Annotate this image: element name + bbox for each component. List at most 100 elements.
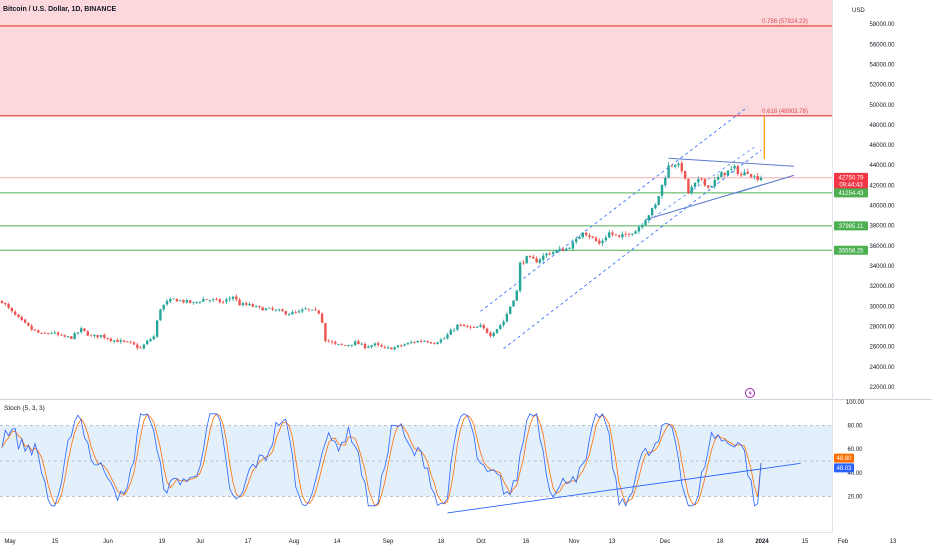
currency-label[interactable]: USD	[852, 8, 865, 14]
time-tick-label: 18	[717, 539, 724, 545]
candle-body	[340, 344, 344, 345]
candle-body	[650, 208, 654, 216]
candle-body	[492, 332, 495, 337]
time-tick-label: 18	[438, 539, 445, 545]
price-tag-label: 41254.43	[838, 191, 864, 197]
candle-body	[83, 328, 86, 331]
candle-body	[106, 338, 109, 339]
candle-body	[96, 334, 99, 338]
candle-body	[588, 235, 591, 237]
price-tick-label: 58000.00	[869, 22, 895, 28]
time-tick-label: 13	[890, 539, 897, 545]
stoch-tag-label: 48.03	[836, 466, 852, 472]
candle-body	[485, 328, 489, 333]
candle-body	[7, 304, 10, 308]
price-axis: 58000.00 56000.00 54000.00 52000.00 50000.00…	[869, 22, 895, 391]
candle-body	[502, 321, 505, 326]
price-tick-label: 36000.00	[869, 244, 895, 250]
candle-body	[611, 232, 614, 235]
candle-body	[281, 309, 284, 312]
stoch-axis: 100.00 80.00 60.00 40.00 20.00	[846, 400, 865, 500]
candle-body	[568, 248, 571, 249]
candle-body	[330, 341, 334, 343]
price-tag-label: 35558.25	[838, 248, 864, 254]
candle-body	[710, 185, 713, 188]
time-tick-label: Nov	[569, 539, 580, 545]
candle-body	[393, 347, 396, 350]
candle-body	[489, 332, 492, 337]
candle-body	[429, 342, 433, 344]
candle-body	[713, 179, 716, 186]
candle-body	[575, 239, 578, 242]
time-tick-label: Jul	[196, 539, 204, 545]
triangle-edge	[734, 174, 795, 194]
candle-body	[165, 301, 169, 305]
candle-body	[608, 232, 611, 238]
candle-body	[291, 311, 294, 315]
candle-body	[27, 322, 30, 326]
price-tag	[834, 245, 868, 255]
candle-body	[185, 300, 188, 303]
stoch-tag	[834, 453, 854, 463]
price-tag-label: 42750.79	[838, 175, 864, 181]
candle-body	[0, 300, 4, 304]
candle-body	[195, 301, 198, 303]
price-tick-label: 24000.00	[869, 365, 895, 371]
price-tick-label: 46000.00	[869, 143, 895, 149]
candle-body	[707, 185, 710, 188]
candle-body	[538, 259, 542, 263]
candle-body	[614, 234, 617, 236]
candle-body	[93, 334, 96, 336]
time-tick-label: Dec	[660, 539, 671, 545]
candle-body	[221, 301, 225, 303]
price-tick-label: 28000.00	[869, 324, 895, 330]
candle-body	[297, 311, 301, 313]
candle-body	[103, 334, 106, 338]
candle-body	[637, 227, 641, 232]
candle-body	[212, 299, 215, 301]
candle-body	[594, 237, 598, 241]
candle-body	[136, 344, 139, 348]
candle-body	[367, 346, 370, 348]
candle-body	[17, 314, 20, 317]
candle-body	[697, 179, 700, 183]
candle-body	[377, 343, 380, 345]
candle-body	[14, 311, 17, 315]
candle-body	[192, 302, 195, 303]
candle-body	[472, 327, 476, 328]
candle-body	[512, 300, 515, 307]
candle-body	[667, 165, 670, 178]
time-tick-label: 15	[52, 539, 59, 545]
candle-body	[373, 343, 377, 346]
candle-body	[139, 347, 142, 349]
price-tick-label: 48000.00	[869, 123, 895, 129]
fib-786-label: 0.786 (57824.23)	[762, 19, 808, 25]
lightning-icon[interactable]	[745, 388, 755, 398]
candle-body	[443, 338, 446, 340]
candle-body	[680, 163, 683, 172]
price-tick-label: 34000.00	[869, 264, 895, 270]
candle-body	[703, 178, 707, 186]
time-tick-label: 16	[523, 539, 530, 545]
candle-body	[264, 308, 268, 311]
candle-body	[334, 341, 337, 344]
candle-body	[436, 342, 439, 345]
candle-body	[535, 258, 538, 263]
candle-body	[726, 170, 730, 176]
candle-body	[505, 313, 509, 322]
candle-body	[119, 340, 122, 342]
candle-body	[271, 308, 274, 310]
price-tag-label: 37985.11	[839, 224, 864, 230]
candle-body	[518, 262, 522, 291]
candle-body	[736, 166, 740, 175]
candle-body	[670, 165, 674, 167]
candle-body	[63, 335, 66, 337]
candle-body	[664, 177, 667, 186]
candle-body	[627, 233, 631, 235]
price-tick-label: 30000.00	[869, 304, 895, 310]
candle-body	[624, 233, 627, 235]
channel-upper	[480, 106, 749, 312]
price-tag	[834, 188, 868, 198]
candle-body	[462, 324, 466, 327]
